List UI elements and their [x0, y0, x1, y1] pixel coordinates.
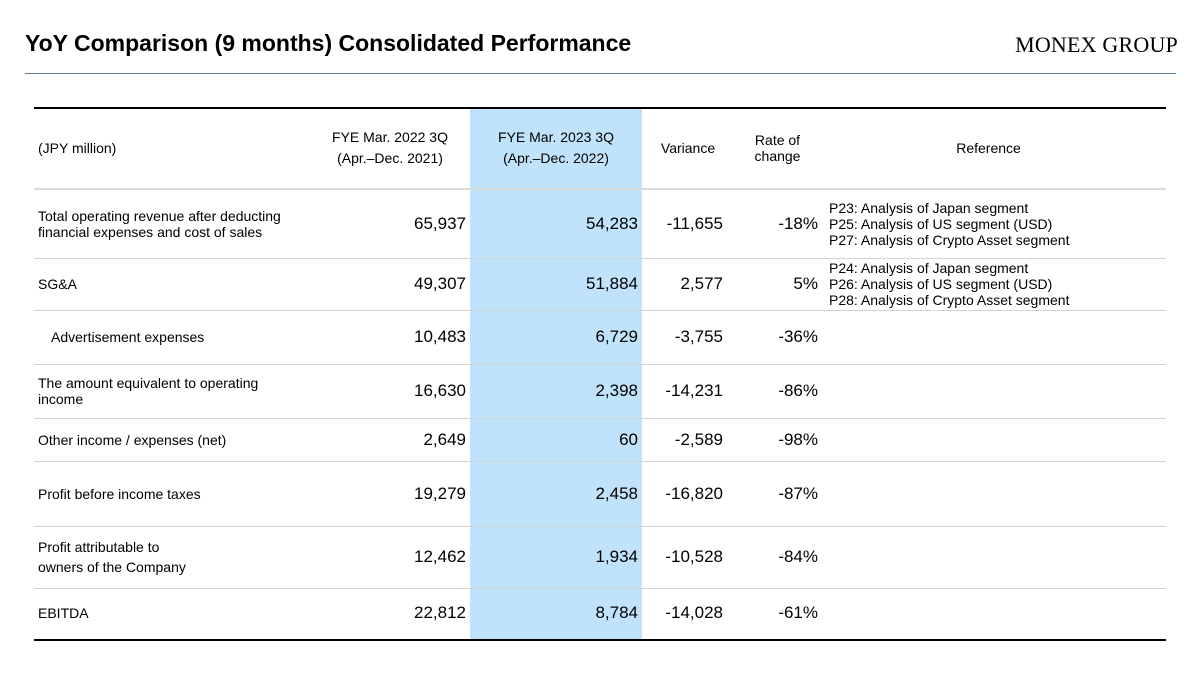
reference-cell [821, 418, 1166, 461]
row-label-line2: income [38, 391, 84, 407]
rate-value: -87% [778, 483, 818, 503]
row-label-line1: SG&A [38, 276, 77, 292]
curr-period-header-line1: FYE Mar. 2023 3Q [498, 129, 614, 145]
curr-value: 2,398 [595, 381, 638, 400]
row-label-line1: Other income / expenses (net) [38, 431, 227, 448]
row-label-line1: Advertisement expenses [51, 329, 205, 345]
curr-value: 54,283 [586, 213, 638, 233]
reference-line: P25: Analysis of US segment (USD) [829, 215, 1053, 232]
prev-value: 65,937 [414, 213, 466, 233]
row-label: The amount equivalent to operating incom… [34, 364, 310, 418]
rate-header-line1: Rate of [754, 132, 801, 148]
reference-cell [821, 526, 1166, 588]
row-label-line1: Profit attributable to [38, 539, 160, 555]
reference-header: Reference [956, 139, 1021, 156]
row-label: Advertisement expenses [34, 310, 310, 364]
variance-value: -14,028 [665, 603, 723, 623]
curr-value: 51,884 [586, 274, 638, 293]
table-row: Advertisement expenses 10,483 6,729 -3,7… [34, 310, 1166, 364]
row-label: SG&A [34, 258, 310, 310]
table-row: EBITDA 22,812 8,784 -14,028 -61% [34, 588, 1166, 638]
reference-cell: P24: Analysis of Japan segment P26: Anal… [821, 258, 1166, 310]
table-row: Profit before income taxes 19,279 2,458 … [34, 461, 1166, 526]
row-label-line1: EBITDA [38, 605, 89, 622]
variance-value: -11,655 [666, 213, 723, 233]
current-period-highlight [470, 109, 642, 640]
variance-value: -10,528 [665, 547, 723, 566]
curr-period-header: FYE Mar. 2023 3Q (Apr.–Dec. 2022) [470, 108, 642, 189]
reference-line: P24: Analysis of Japan segment [829, 260, 1029, 276]
prev-period-header-line1: FYE Mar. 2022 3Q [332, 129, 448, 145]
reference-cell [821, 364, 1166, 418]
row-label: Profit before income taxes [34, 461, 310, 526]
prev-period-header: FYE Mar. 2022 3Q (Apr.–Dec. 2021) [310, 108, 470, 189]
table-row: SG&A 49,307 51,884 2,577 5% P24: Analysi… [34, 258, 1166, 310]
row-label-line2: owners of the Company [38, 559, 186, 575]
curr-value: 1,934 [595, 547, 638, 566]
reference-cell [821, 588, 1166, 638]
page-title: YoY Comparison (9 months) Consolidated P… [25, 30, 632, 56]
reference-line: P23: Analysis of Japan segment [829, 199, 1029, 216]
curr-period-header-line2: (Apr.–Dec. 2022) [503, 150, 609, 166]
prev-value: 49,307 [414, 274, 466, 293]
variance-value: 2,577 [680, 274, 723, 293]
variance-header: Variance [660, 139, 716, 156]
table-top-rule [34, 107, 1166, 109]
row-label: Profit attributable to owners of the Com… [34, 526, 310, 588]
row-label-line1: The amount equivalent to operating [38, 375, 259, 391]
reference-cell [821, 310, 1166, 364]
performance-table: (JPY million) FYE Mar. 2022 3Q (Apr.–Dec… [34, 108, 1166, 638]
row-label: Total operating revenue after deducting … [34, 189, 310, 258]
rate-header: Rate of change [734, 108, 821, 189]
unit-header: (JPY million) [38, 139, 117, 156]
reference-line: P27: Analysis of Crypto Asset segment [829, 231, 1070, 248]
table-row: Total operating revenue after deducting … [34, 189, 1166, 258]
row-label: Other income / expenses (net) [34, 418, 310, 461]
prev-value: 19,279 [414, 483, 466, 503]
curr-value: 8,784 [595, 603, 638, 623]
rate-header-line2: change [754, 148, 801, 164]
prev-value: 10,483 [414, 327, 466, 346]
reference-line: P26: Analysis of US segment (USD) [829, 276, 1053, 292]
prev-value: 12,462 [414, 547, 466, 566]
reference-line: P28: Analysis of Crypto Asset segment [829, 292, 1070, 308]
variance-value: -3,755 [674, 327, 723, 346]
reference-cell [821, 461, 1166, 526]
variance-value: -2,589 [674, 429, 723, 449]
reference-cell: P23: Analysis of Japan segment P25: Anal… [821, 189, 1166, 258]
prev-value: 22,812 [414, 603, 466, 623]
table-bottom-rule [34, 639, 1166, 641]
prev-period-header-line2: (Apr.–Dec. 2021) [337, 150, 443, 166]
row-label-line2: financial expenses and cost of sales [38, 223, 263, 240]
row-label-line1: Profit before income taxes [38, 485, 201, 502]
rate-value: -36% [778, 327, 818, 346]
monex-group-logo: MONEX GROUP [1015, 32, 1178, 57]
row-label: EBITDA [34, 588, 310, 638]
variance-value: -16,820 [665, 483, 723, 503]
curr-value: 2,458 [595, 483, 638, 503]
rate-value: -98% [778, 429, 818, 449]
table-header-row: (JPY million) FYE Mar. 2022 3Q (Apr.–Dec… [34, 108, 1166, 189]
curr-value: 60 [619, 429, 638, 449]
table-row: Profit attributable to owners of the Com… [34, 526, 1166, 588]
rate-value: -84% [778, 547, 818, 566]
prev-value: 16,630 [414, 381, 466, 400]
table-row: Other income / expenses (net) 2,649 60 -… [34, 418, 1166, 461]
title-divider [25, 73, 1176, 74]
table-row: The amount equivalent to operating incom… [34, 364, 1166, 418]
rate-value: -61% [778, 603, 818, 623]
rate-value: -86% [778, 381, 818, 400]
rate-value: -18% [778, 213, 818, 233]
row-label-line1: Total operating revenue after deducting [38, 207, 281, 224]
prev-value: 2,649 [423, 429, 466, 449]
curr-value: 6,729 [595, 327, 638, 346]
rate-value: 5% [793, 274, 818, 293]
variance-value: -14,231 [665, 381, 723, 400]
